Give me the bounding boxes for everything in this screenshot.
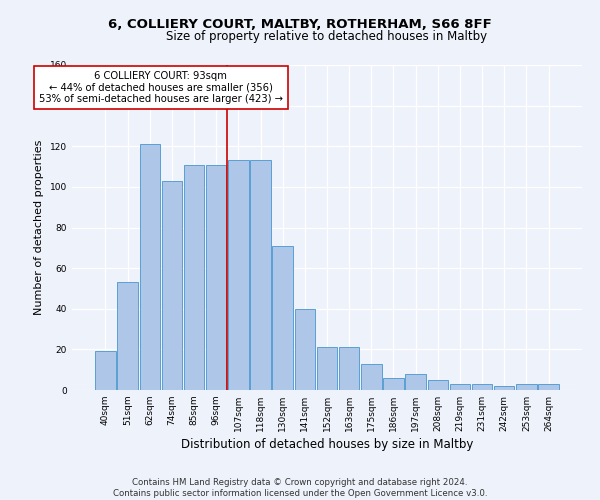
Bar <box>184 164 204 390</box>
Bar <box>450 384 470 390</box>
Bar <box>250 160 271 390</box>
Bar <box>317 348 337 390</box>
Bar <box>118 282 138 390</box>
Bar <box>361 364 382 390</box>
Bar <box>472 384 493 390</box>
Bar <box>538 384 559 390</box>
Bar <box>494 386 514 390</box>
Title: Size of property relative to detached houses in Maltby: Size of property relative to detached ho… <box>166 30 488 43</box>
Text: 6, COLLIERY COURT, MALTBY, ROTHERHAM, S66 8FF: 6, COLLIERY COURT, MALTBY, ROTHERHAM, S6… <box>108 18 492 30</box>
Bar <box>140 144 160 390</box>
Bar <box>161 181 182 390</box>
Bar <box>228 160 248 390</box>
Y-axis label: Number of detached properties: Number of detached properties <box>34 140 44 315</box>
Bar <box>406 374 426 390</box>
Text: Contains HM Land Registry data © Crown copyright and database right 2024.
Contai: Contains HM Land Registry data © Crown c… <box>113 478 487 498</box>
Bar <box>206 164 226 390</box>
Bar <box>339 348 359 390</box>
Bar <box>272 246 293 390</box>
Bar <box>516 384 536 390</box>
Bar <box>95 352 116 390</box>
Bar <box>383 378 404 390</box>
Bar <box>295 308 315 390</box>
Text: 6 COLLIERY COURT: 93sqm
← 44% of detached houses are smaller (356)
53% of semi-d: 6 COLLIERY COURT: 93sqm ← 44% of detache… <box>39 71 283 104</box>
X-axis label: Distribution of detached houses by size in Maltby: Distribution of detached houses by size … <box>181 438 473 451</box>
Bar <box>428 380 448 390</box>
